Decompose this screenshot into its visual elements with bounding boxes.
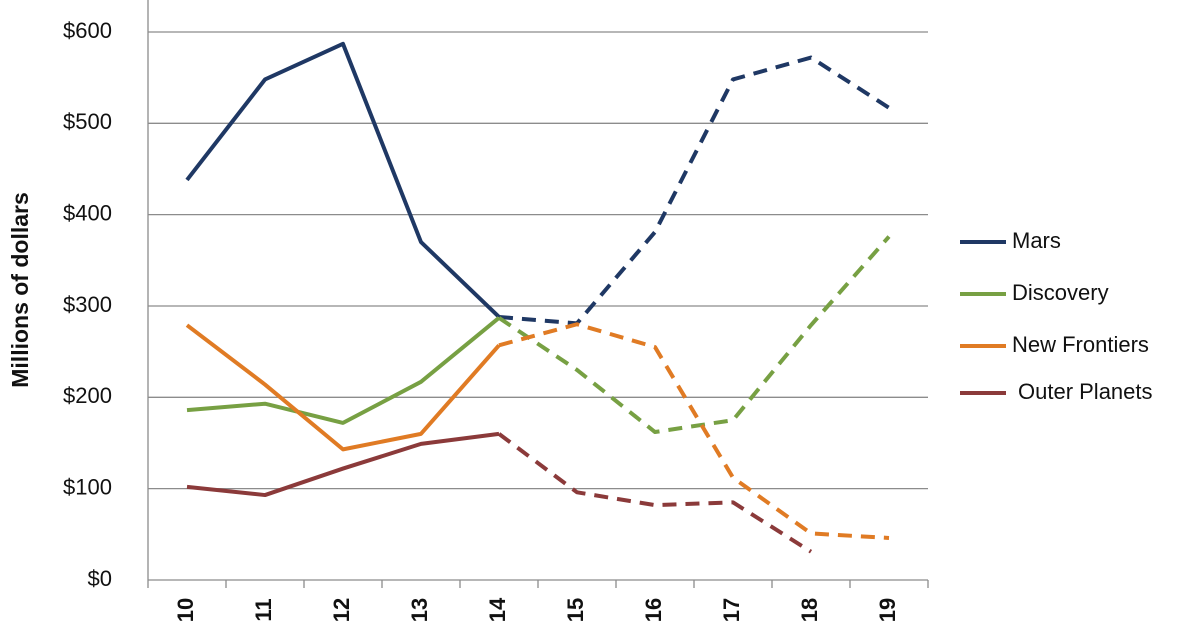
y-tick-label: $300 — [63, 292, 112, 317]
x-tick-label: 11 — [251, 598, 276, 621]
series-line — [498, 322, 890, 540]
series-line — [185, 323, 501, 452]
x-tick-label: 13 — [407, 598, 432, 622]
y-tick-label: $500 — [63, 109, 112, 134]
series-line — [186, 431, 500, 498]
y-tick-label: $100 — [63, 474, 112, 499]
legend-label: Mars — [1012, 228, 1061, 253]
legend-label: Discovery — [1012, 280, 1109, 305]
y-tick-label: $400 — [63, 200, 112, 225]
y-tick-label: $200 — [63, 383, 112, 408]
x-tick-label: 10 — [173, 598, 198, 622]
series-line — [498, 55, 891, 326]
x-tick-label: 18 — [797, 598, 822, 622]
series-line — [186, 316, 501, 425]
legend-label: New Frontiers — [1012, 332, 1149, 357]
x-tick-label: 17 — [719, 598, 744, 622]
x-tick-label: 14 — [485, 597, 510, 622]
series-line — [497, 432, 813, 554]
x-tick-label: 19 — [875, 598, 900, 622]
y-axis-title: Millions of dollars — [7, 192, 33, 388]
y-tick-label: $0 — [88, 566, 112, 591]
x-tick-label: 15 — [563, 598, 588, 622]
x-tick-label: 12 — [329, 598, 354, 622]
y-tick-label: $600 — [63, 18, 112, 43]
series-line — [185, 41, 501, 319]
series-line — [497, 235, 891, 435]
legend-label: Outer Planets — [1018, 379, 1153, 404]
x-tick-label: 16 — [641, 598, 666, 622]
